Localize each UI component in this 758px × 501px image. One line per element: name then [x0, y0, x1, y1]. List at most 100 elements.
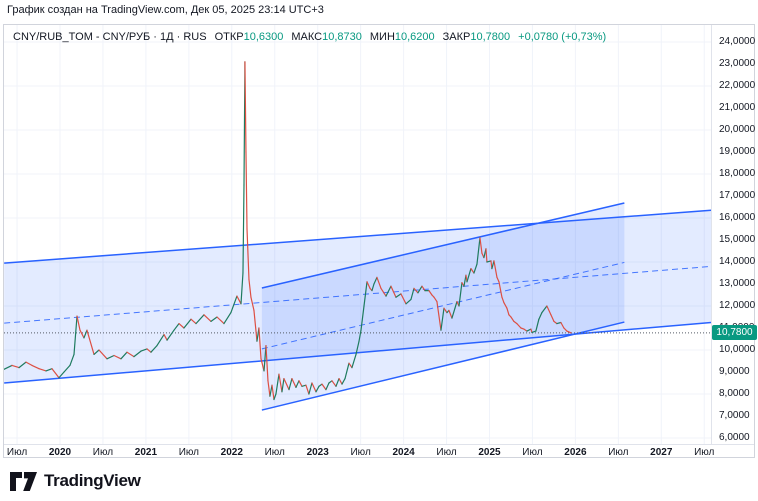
y-axis-label: 15,0000 — [719, 234, 756, 245]
price-series-segment — [253, 309, 258, 342]
chart-legend: CNY/RUB_TOM - CNY/РУБ · 1Д · RUS ОТКР10,… — [13, 31, 606, 44]
price-series-segment — [385, 285, 392, 297]
price-series-segment — [51, 368, 60, 379]
price-series-segment — [216, 316, 225, 325]
price-series-segment — [223, 312, 232, 325]
y-axis-label: 6,0000 — [719, 432, 750, 443]
price-series-segment — [25, 361, 33, 366]
price-series-segment — [448, 309, 453, 319]
close-field: ЗАКР10,7800 — [442, 31, 511, 43]
last-price-badge: 10,7800 — [712, 325, 757, 341]
price-series-segment — [526, 328, 532, 332]
price-series-segment — [421, 285, 426, 292]
trend-channel-long-midline — [4, 265, 712, 324]
y-axis-label: 20,0000 — [719, 124, 756, 135]
change-value: +0,0780 (+0,73%) — [518, 31, 607, 43]
price-series-segment — [156, 334, 165, 347]
price-series-segment — [178, 323, 185, 329]
x-axis-label: 2023 — [306, 447, 329, 458]
price-series-segment — [473, 263, 478, 274]
price-series-segment — [363, 281, 368, 307]
x-axis-label: Июл — [92, 447, 114, 458]
x-axis-label: Июл — [436, 447, 457, 458]
high-field: МАКС10,8730 — [291, 31, 362, 43]
price-series-segment — [436, 301, 442, 331]
price-series-segment — [513, 320, 518, 325]
tradingview-logo: TradingView — [10, 467, 141, 495]
price-series-segment — [344, 362, 350, 380]
price-series-segment — [410, 287, 415, 300]
x-axis-label: 2025 — [478, 447, 501, 458]
price-series-segment — [476, 237, 481, 265]
price-series-segment — [150, 345, 158, 353]
price-series-segment — [246, 228, 250, 281]
price-series-segment — [271, 384, 275, 401]
price-series-segment — [338, 378, 343, 385]
price-series-segment — [413, 287, 419, 294]
price-series-segment — [98, 349, 108, 360]
price-series-segment — [428, 290, 433, 296]
y-axis-label: 18,0000 — [719, 168, 756, 179]
x-axis-label: 2026 — [564, 447, 587, 458]
price-series-segment — [146, 348, 152, 353]
y-axis-label: 9,0000 — [719, 366, 750, 377]
price-series-segment — [433, 296, 438, 303]
price-series-segment — [535, 318, 540, 332]
price-series-segment — [373, 276, 378, 285]
price-series-segment — [258, 327, 262, 360]
y-axis-label: 23,0000 — [719, 58, 756, 69]
price-series-segment — [273, 393, 277, 401]
chart-container: CNY/RUB_TOM - CNY/РУБ · 1Д · RUS ОТКР10,… — [3, 24, 757, 458]
price-chart-svg — [4, 25, 712, 444]
y-axis-label: 7,0000 — [719, 410, 750, 421]
y-axis-label: 14,0000 — [719, 256, 756, 267]
price-series-segment — [486, 260, 492, 263]
price-series-segment — [63, 364, 71, 373]
price-series-segment — [298, 380, 303, 387]
y-axis-label: 13,0000 — [719, 278, 756, 289]
x-axis-label: Июл — [6, 447, 28, 458]
price-series-segment — [301, 384, 307, 387]
price-series-segment — [4, 364, 13, 370]
price-series-segment — [358, 329, 362, 342]
y-axis-label: 10,0000 — [719, 344, 756, 355]
price-series-segment — [31, 364, 40, 370]
price-series-segment — [126, 351, 135, 358]
price-series-segment — [267, 380, 271, 397]
price-series-segment — [466, 268, 472, 283]
x-axis-label: 2022 — [220, 447, 243, 458]
x-axis-label: 2020 — [48, 447, 72, 458]
price-series-segment — [550, 314, 555, 322]
trend-channel-steep-midline — [261, 261, 625, 350]
price-series-segment — [245, 151, 248, 230]
brand-name: TradingView — [44, 471, 141, 490]
price-series-segment — [328, 380, 333, 384]
price-series-segment — [244, 61, 247, 153]
price-series-segment — [45, 368, 53, 372]
price-series-segment — [240, 272, 244, 305]
price-series-segment — [541, 305, 548, 314]
price-series-segment — [376, 276, 382, 289]
price-series-segment — [283, 378, 290, 391]
x-axis-label: 2024 — [392, 447, 415, 458]
trend-channel-steep-upper-line — [261, 202, 625, 289]
price-series-segment — [479, 237, 483, 254]
price-series-segment — [355, 340, 360, 355]
price-series-segment — [496, 276, 500, 283]
price-series-segment — [260, 358, 265, 372]
y-axis-label: 8,0000 — [719, 388, 750, 399]
price-series-segment — [236, 295, 242, 305]
y-axis-label: 16,0000 — [719, 212, 756, 223]
price-series-segment — [86, 329, 95, 355]
price-series-segment — [360, 305, 365, 331]
open-field: ОТКР10,6300 — [214, 31, 284, 43]
tradingview-logo-icon — [10, 471, 37, 491]
price-series-segment — [458, 282, 463, 307]
price-series-segment — [166, 329, 175, 341]
price-series-segment — [83, 329, 88, 339]
price-series-segment — [443, 307, 448, 314]
price-series-segment — [516, 323, 522, 329]
price-series-segment — [281, 378, 285, 393]
price-series-segment — [11, 364, 20, 369]
price-series-segment — [451, 307, 456, 319]
